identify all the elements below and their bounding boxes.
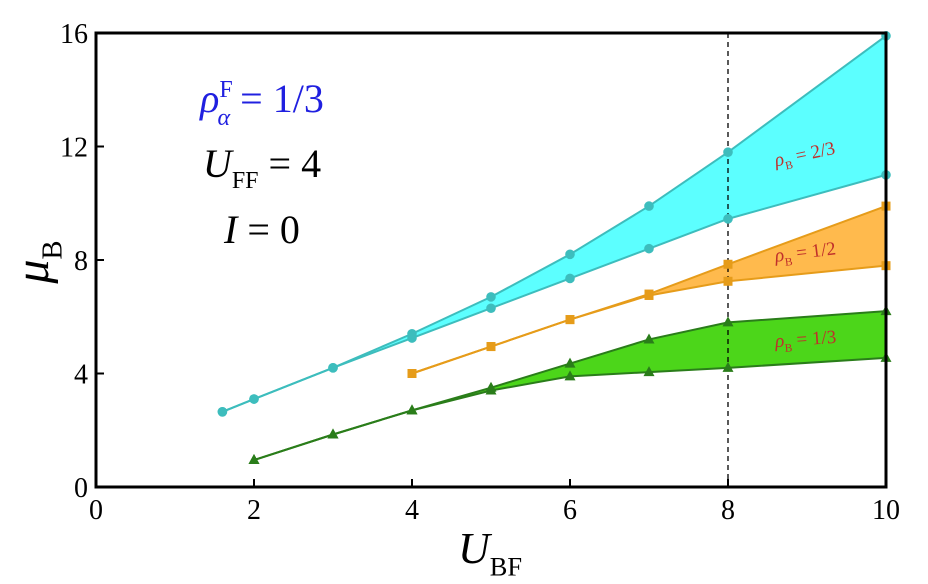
text-sub: B <box>784 342 793 355</box>
y-tick-label: 0 <box>74 473 88 504</box>
marker <box>486 303 496 314</box>
text-sub: B <box>36 240 68 259</box>
y-tick-label: 16 <box>60 19 88 50</box>
marker <box>565 315 575 325</box>
rich-text: ρB = 1/3 <box>773 327 837 356</box>
x-tick-label: 4 <box>405 495 419 526</box>
rich-text: ρB = 1/2 <box>773 238 838 270</box>
marker <box>485 381 497 392</box>
marker <box>723 276 733 286</box>
marker <box>217 407 228 417</box>
marker <box>644 243 654 254</box>
marker <box>722 316 734 327</box>
marker <box>644 201 654 211</box>
marker <box>565 249 575 260</box>
text-main: = 1/3 <box>791 327 837 351</box>
text-sub: BF <box>490 551 522 581</box>
text-main: = 1/3 <box>230 76 324 121</box>
marker <box>643 366 655 377</box>
text-base: ρ <box>773 245 786 267</box>
marker <box>643 333 655 344</box>
marker <box>486 342 496 352</box>
marker <box>328 363 338 373</box>
rich-text: ρB = 2/3 <box>772 138 838 175</box>
x-tick-label: 0 <box>89 495 103 526</box>
text-main: = 4 <box>259 141 322 186</box>
marker <box>723 214 733 224</box>
text-main: = 0 <box>237 207 300 252</box>
x-tick-label: 8 <box>721 495 735 526</box>
x-tick-label: 6 <box>563 495 577 526</box>
series-line <box>411 205 887 375</box>
text-base: U <box>203 141 235 186</box>
rich-text: UFF = 4 <box>203 141 321 194</box>
text-base: μ <box>6 260 59 285</box>
text-base: ρ <box>198 76 219 121</box>
text-sub: α <box>218 105 231 131</box>
marker <box>406 404 418 415</box>
x-tick-label: 2 <box>247 495 261 526</box>
marker <box>407 328 417 339</box>
text-base: ρ <box>772 149 786 172</box>
marker <box>249 394 259 404</box>
marker <box>486 292 496 302</box>
text-base: ρ <box>773 331 785 353</box>
x-tick-label: 10 <box>872 495 900 526</box>
marker <box>723 147 733 157</box>
marker <box>248 454 260 465</box>
marker <box>723 259 733 269</box>
y-tick-label: 8 <box>74 246 88 277</box>
text-sub: B <box>784 159 794 172</box>
text-sup: F <box>219 77 232 103</box>
text-base: I <box>223 207 239 252</box>
marker <box>564 357 576 368</box>
text-base: U <box>458 524 493 573</box>
rich-text: μB <box>6 240 68 284</box>
rich-text: UBF <box>458 524 522 581</box>
text-sub: FF <box>232 168 259 194</box>
marker <box>327 428 339 439</box>
marker <box>722 361 734 372</box>
rich-text: I = 0 <box>223 207 300 252</box>
marker <box>564 370 576 381</box>
marker <box>644 289 654 299</box>
marker <box>565 273 575 284</box>
y-tick-label: 12 <box>60 133 88 164</box>
marker <box>407 369 417 378</box>
text-sub: B <box>784 256 793 269</box>
y-tick-label: 4 <box>74 360 88 391</box>
rich-text: ρF α = 1/3 <box>198 76 324 131</box>
series-line <box>253 310 887 461</box>
